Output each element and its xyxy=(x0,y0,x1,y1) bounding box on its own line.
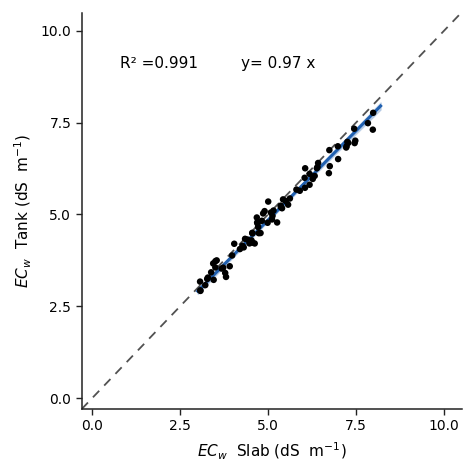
Point xyxy=(264,219,272,227)
Point xyxy=(351,139,358,147)
Point xyxy=(343,142,350,150)
Point xyxy=(313,164,321,172)
Point xyxy=(364,119,372,127)
Point xyxy=(273,219,281,226)
Point xyxy=(282,197,290,205)
Point xyxy=(270,207,277,214)
Point xyxy=(226,263,234,270)
Point xyxy=(264,198,272,205)
Point xyxy=(292,186,300,193)
Point xyxy=(334,143,342,150)
Point xyxy=(279,196,287,203)
Point xyxy=(211,264,219,271)
Point xyxy=(350,125,358,133)
Point xyxy=(211,257,219,265)
Point xyxy=(236,245,244,253)
Point xyxy=(241,235,249,243)
Point xyxy=(309,175,317,182)
Point xyxy=(210,276,218,283)
Point xyxy=(221,269,229,277)
Point xyxy=(369,126,377,134)
Point xyxy=(296,187,303,194)
Point xyxy=(326,163,334,170)
Point xyxy=(228,252,236,259)
Point xyxy=(261,207,268,215)
Point xyxy=(345,139,352,146)
Point xyxy=(352,137,359,145)
Point xyxy=(278,204,286,212)
Point xyxy=(249,239,256,246)
Point xyxy=(248,229,256,237)
Point xyxy=(259,210,267,217)
Point xyxy=(255,229,263,237)
Point xyxy=(207,269,215,276)
Point xyxy=(222,273,230,281)
Point xyxy=(277,202,284,210)
Point xyxy=(326,146,333,154)
Point xyxy=(314,159,322,167)
Point xyxy=(334,155,342,163)
Point xyxy=(204,274,212,282)
Point xyxy=(196,278,204,285)
Point xyxy=(301,164,309,172)
Point xyxy=(244,236,251,243)
Point xyxy=(301,184,309,191)
Point xyxy=(369,109,377,117)
Point xyxy=(342,144,350,151)
Point xyxy=(249,229,256,237)
Point xyxy=(246,239,253,247)
Point xyxy=(210,260,217,267)
Point xyxy=(269,212,276,220)
Point xyxy=(248,237,255,244)
Text: R² =0.991: R² =0.991 xyxy=(120,56,198,71)
Point xyxy=(314,163,321,171)
Y-axis label: $EC_w$  Tank (dS  m$^{-1}$): $EC_w$ Tank (dS m$^{-1}$) xyxy=(12,134,34,288)
Point xyxy=(218,265,226,273)
Point xyxy=(197,287,204,294)
Point xyxy=(306,181,313,189)
Point xyxy=(325,169,333,177)
X-axis label: $EC_w$  Slab (dS  m$^{-1}$): $EC_w$ Slab (dS m$^{-1}$) xyxy=(197,440,346,462)
Point xyxy=(240,244,247,251)
Point xyxy=(253,219,261,226)
Point xyxy=(251,240,258,247)
Point xyxy=(197,287,204,295)
Point xyxy=(238,242,246,249)
Point xyxy=(311,172,319,180)
Point xyxy=(284,201,292,209)
Point xyxy=(257,229,264,237)
Point xyxy=(344,138,351,146)
Point xyxy=(201,282,209,289)
Point xyxy=(306,170,313,178)
Point xyxy=(286,195,294,202)
Point xyxy=(301,174,309,182)
Point xyxy=(258,217,265,225)
Point xyxy=(267,209,274,216)
Point xyxy=(255,223,262,231)
Point xyxy=(268,216,276,223)
Point xyxy=(230,240,238,247)
Text: y= 0.97 x: y= 0.97 x xyxy=(241,56,316,71)
Point xyxy=(213,256,220,264)
Point xyxy=(253,214,261,221)
Point xyxy=(203,275,211,283)
Point xyxy=(219,264,227,272)
Point xyxy=(277,203,285,211)
Point xyxy=(254,220,261,228)
